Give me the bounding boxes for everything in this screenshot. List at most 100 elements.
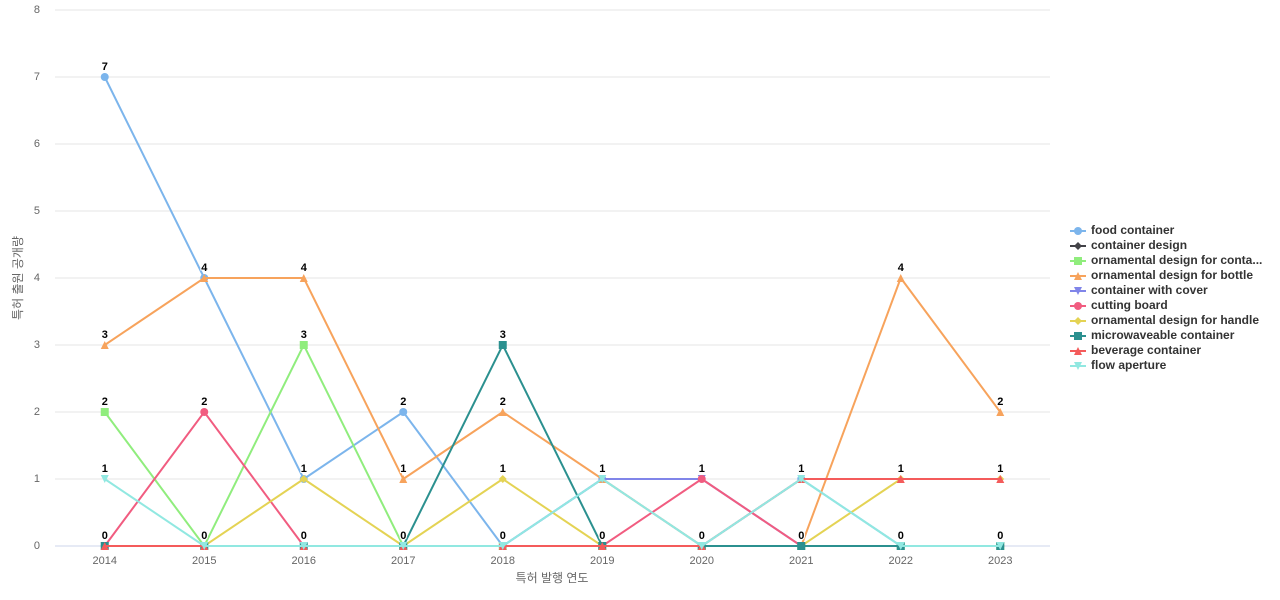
- data-label: 0: [997, 530, 1003, 542]
- legend-symbol: [1074, 347, 1082, 355]
- legend-symbol: [1074, 302, 1082, 310]
- y-tick-label: 3: [34, 339, 40, 351]
- data-label: 0: [699, 530, 705, 542]
- x-tick-label: 2019: [590, 555, 614, 567]
- data-label: 2: [102, 396, 108, 408]
- data-label: 0: [301, 530, 307, 542]
- point: [498, 475, 507, 483]
- data-label: 0: [201, 530, 207, 542]
- data-label: 7: [102, 61, 108, 73]
- x-tick-label: 2014: [93, 555, 117, 567]
- data-label: 0: [500, 530, 506, 542]
- data-label: 0: [102, 530, 108, 542]
- legend-item[interactable]: container with cover: [1070, 283, 1208, 297]
- y-tick-label: 0: [34, 540, 40, 552]
- point: [598, 542, 607, 550]
- point: [896, 475, 905, 483]
- data-label: 0: [301, 530, 307, 542]
- data-label: 0: [301, 530, 307, 542]
- point: [299, 542, 308, 550]
- data-label: 0: [201, 530, 207, 542]
- data-label: 0: [201, 530, 207, 542]
- data-label: 1: [500, 463, 506, 475]
- data-label: 0: [699, 530, 705, 542]
- point: [299, 475, 308, 483]
- point: [697, 542, 706, 550]
- legend-label: flow aperture: [1091, 358, 1167, 372]
- data-label: 0: [102, 530, 108, 542]
- data-label: 0: [400, 530, 406, 542]
- data-label: 0: [500, 530, 506, 542]
- data-label: 0: [898, 530, 904, 542]
- data-label: 0: [400, 530, 406, 542]
- legend-label: ornamental design for bottle: [1091, 268, 1253, 282]
- legend-item[interactable]: ornamental design for bottle: [1070, 268, 1253, 282]
- legend-item[interactable]: food container: [1070, 223, 1175, 237]
- legend-symbol: [1074, 227, 1082, 235]
- legend-item[interactable]: beverage container: [1070, 343, 1201, 357]
- x-tick-label: 2020: [690, 555, 714, 567]
- data-label: 1: [898, 463, 904, 475]
- legend-label: food container: [1091, 223, 1175, 237]
- data-label: 0: [898, 530, 904, 542]
- point: [399, 475, 408, 483]
- legend-item[interactable]: microwaveable container: [1070, 328, 1235, 342]
- y-tick-label: 4: [34, 272, 40, 284]
- data-label: 3: [102, 329, 108, 341]
- data-label: 0: [798, 530, 804, 542]
- y-tick-label: 2: [34, 406, 40, 418]
- legend-item[interactable]: cutting board: [1070, 298, 1168, 312]
- point: [797, 542, 806, 550]
- data-label: 0: [201, 530, 207, 542]
- legend-label: cutting board: [1091, 298, 1168, 312]
- point: [996, 408, 1005, 416]
- data-label: 3: [500, 329, 506, 341]
- series-line: [104, 342, 1001, 547]
- data-label: 0: [599, 530, 605, 542]
- data-label: 0: [102, 530, 108, 542]
- x-tick-label: 2021: [789, 555, 813, 567]
- data-label: 2: [201, 396, 207, 408]
- data-label: 0: [699, 530, 705, 542]
- legend-item[interactable]: flow aperture: [1070, 358, 1167, 372]
- data-label: 0: [400, 530, 406, 542]
- data-label: 3: [301, 329, 307, 341]
- data-label: 2: [997, 396, 1003, 408]
- point: [996, 542, 1005, 550]
- data-label: 0: [599, 530, 605, 542]
- data-label: 0: [997, 530, 1003, 542]
- data-label: 1: [102, 463, 108, 475]
- point: [399, 542, 408, 550]
- point: [896, 542, 905, 550]
- series-line: [104, 477, 1001, 548]
- data-label: 0: [798, 530, 804, 542]
- data-label: 0: [599, 530, 605, 542]
- legend-label: ornamental design for conta...: [1091, 253, 1262, 267]
- data-label: 1: [898, 463, 904, 475]
- data-label: 0: [301, 530, 307, 542]
- data-label: 0: [400, 530, 406, 542]
- y-tick-label: 5: [34, 205, 40, 217]
- data-label: 0: [500, 530, 506, 542]
- point: [697, 475, 706, 483]
- data-label: 0: [102, 530, 108, 542]
- legend-item[interactable]: container design: [1070, 238, 1187, 252]
- point: [200, 408, 209, 416]
- point: [200, 274, 209, 282]
- data-label: 1: [301, 463, 307, 475]
- x-axis-title: 특허 발행 연도: [516, 570, 589, 585]
- data-label: 0: [898, 530, 904, 542]
- point: [200, 542, 209, 550]
- data-label: 0: [997, 530, 1003, 542]
- point: [598, 475, 607, 483]
- legend-label: ornamental design for handle: [1091, 313, 1259, 327]
- point: [100, 542, 109, 550]
- x-tick-label: 2022: [889, 555, 913, 567]
- legend-item[interactable]: ornamental design for handle: [1070, 313, 1259, 327]
- y-axis-title: 특허 출원 공개량: [11, 236, 25, 320]
- data-label: 1: [699, 463, 705, 475]
- data-label: 0: [400, 530, 406, 542]
- legend-item[interactable]: ornamental design for conta...: [1070, 253, 1262, 267]
- data-label: 0: [798, 530, 804, 542]
- data-label: 0: [997, 530, 1003, 542]
